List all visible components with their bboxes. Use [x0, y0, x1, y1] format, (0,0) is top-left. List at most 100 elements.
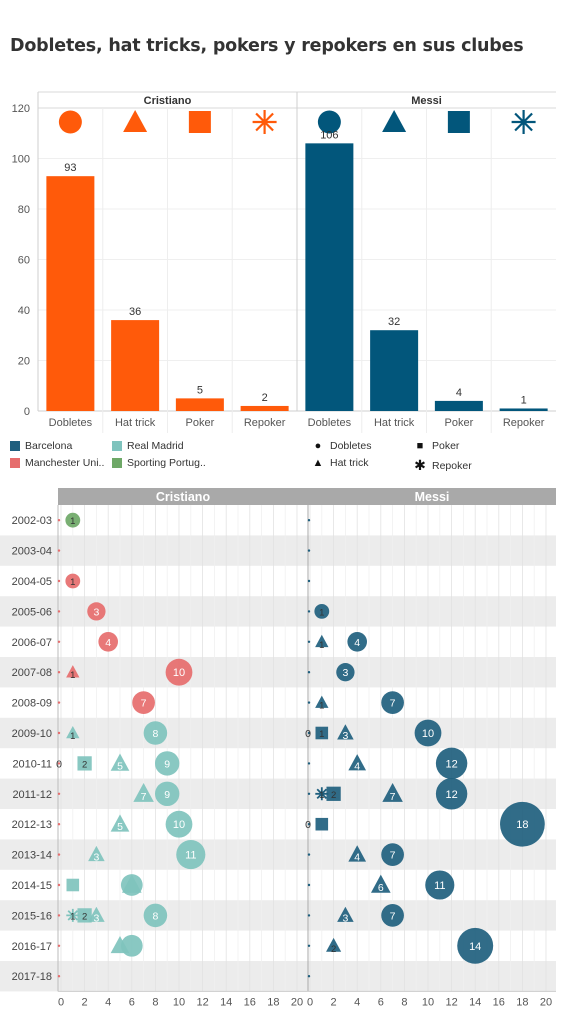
season-label: 2014-15: [12, 880, 52, 892]
bar-value-label: 2: [262, 392, 268, 404]
x-tick-label: Repoker: [503, 417, 545, 429]
hat-trick-mark: [337, 724, 354, 740]
repoker-mark: [315, 787, 329, 801]
bar: [111, 320, 160, 411]
zero-marker: [57, 914, 61, 917]
season-label: 2002-03: [12, 515, 52, 527]
data-label: 18: [516, 819, 528, 831]
hat-trick-mark: [348, 754, 367, 771]
data-label: 4: [354, 760, 360, 772]
legend-item-sporting[interactable]: Sporting Portug..: [112, 457, 206, 469]
legend-label: Real Madrid: [127, 440, 184, 452]
legend-item-dobletes[interactable]: ● Dobletes: [312, 440, 372, 452]
panel-header: Cristiano: [144, 95, 192, 107]
season-label: 2004-05: [12, 576, 52, 588]
data-label: 1: [319, 640, 324, 651]
zero-marker: [57, 671, 61, 674]
poker-mark: [77, 908, 92, 923]
season-label: 2013-14: [12, 850, 52, 862]
poker-mark: [77, 756, 92, 771]
zero-marker: [307, 579, 311, 583]
asterisk-icon: ✱: [414, 457, 426, 473]
hat-trick-mark: [66, 665, 80, 678]
zero-marker: [307, 549, 311, 552]
hat-trick-mark: [121, 874, 142, 893]
hat-trick-mark: [315, 634, 329, 648]
dobletes-mark: [98, 632, 118, 652]
data-label: 3: [93, 912, 99, 924]
legend-item-repoker[interactable]: ✱ Repoker: [414, 457, 472, 474]
x-tick-label: 6: [129, 996, 135, 1008]
zero-marker: [307, 519, 311, 522]
panel-header-bg: [308, 488, 556, 505]
x-tick-label: Poker: [186, 417, 215, 429]
legend-item-real-madrid[interactable]: Real Madrid: [112, 440, 184, 452]
bar: [46, 176, 95, 411]
data-label: 12: [445, 789, 457, 801]
poker-mark: [326, 786, 341, 801]
season-label: 2010-11: [12, 758, 52, 770]
data-label: 7: [141, 791, 147, 803]
legend-item-poker[interactable]: ■ Poker: [414, 440, 460, 452]
data-label: 1: [70, 670, 75, 681]
data-label: 9: [164, 789, 170, 801]
zero-marker: [307, 914, 311, 917]
legend-label: Barcelona: [25, 440, 73, 452]
dobletes-mark: [381, 904, 404, 927]
x-tick-label: 4: [354, 996, 360, 1008]
zero-marker: [57, 640, 61, 643]
legend-item-barcelona[interactable]: Barcelona: [10, 440, 72, 452]
zero-marker: [307, 883, 311, 887]
data-label: 14: [469, 941, 481, 953]
dobletes-mark: [314, 604, 330, 619]
zero-marker: [307, 731, 311, 735]
zero-marker: [307, 640, 311, 643]
season-label: 2017-18: [12, 971, 52, 983]
data-label: 2: [331, 944, 336, 955]
bar-value-label: 5: [197, 384, 203, 396]
dobletes-mark: [132, 691, 155, 714]
legend-label: Manchester Uni..: [25, 457, 105, 469]
zero-marker: [307, 610, 311, 613]
x-tick-label: 10: [173, 996, 185, 1008]
x-tick-label: 2: [331, 996, 337, 1008]
dobletes-mark: [143, 721, 168, 745]
zero-marker: [307, 762, 311, 765]
circle-icon: ●: [314, 440, 322, 452]
hat-trick-mark: [88, 845, 105, 862]
dobletes-mark: [414, 719, 442, 747]
zero-marker: [307, 792, 311, 795]
row-band: [0, 717, 556, 749]
asterisk-icon: [511, 110, 536, 134]
y-tick-label: 80: [18, 204, 30, 216]
row-band: [0, 657, 556, 688]
hat-trick-mark: [370, 874, 391, 893]
row-band: [0, 596, 556, 627]
data-label: 9: [164, 758, 170, 770]
data-label: 2: [82, 759, 87, 770]
y-tick-label: 40: [18, 305, 30, 317]
data-label: 12: [445, 758, 457, 770]
legend: Barcelona Real Madrid Manchester Uni.. S…: [0, 438, 563, 474]
bar-chart: 0 20 40 60 80 100 120 Cristiano 93 Dobletes 36 Hat …: [12, 91, 556, 433]
zero-marker: [57, 883, 61, 887]
hat-trick-mark: [315, 695, 329, 708]
row-band: [0, 535, 556, 566]
data-label: 3: [93, 852, 99, 864]
dobletes-mark: [435, 778, 468, 810]
legend-label: Sporting Portug..: [127, 457, 206, 469]
hat-trick-mark: [337, 906, 354, 922]
season-chart: Cristiano Messi 2002-03 2003-04 2004-05 2005-…: [0, 488, 556, 1008]
legend-item-manchester[interactable]: Manchester Uni..: [10, 457, 104, 469]
dobletes-mark: [347, 632, 368, 652]
bar-value-label: 93: [64, 162, 76, 174]
square-icon: [188, 111, 211, 133]
season-label: 2006-07: [12, 637, 52, 649]
data-label: 2: [331, 790, 336, 801]
x-tick-label: 2: [82, 996, 88, 1008]
x-tick-label: 12: [445, 996, 457, 1008]
zero-label: 0: [305, 819, 311, 831]
legend-item-hat-trick[interactable]: ▲ Hat trick: [312, 457, 369, 469]
dobletes-mark: [155, 751, 180, 776]
x-tick-label: 18: [516, 996, 528, 1008]
